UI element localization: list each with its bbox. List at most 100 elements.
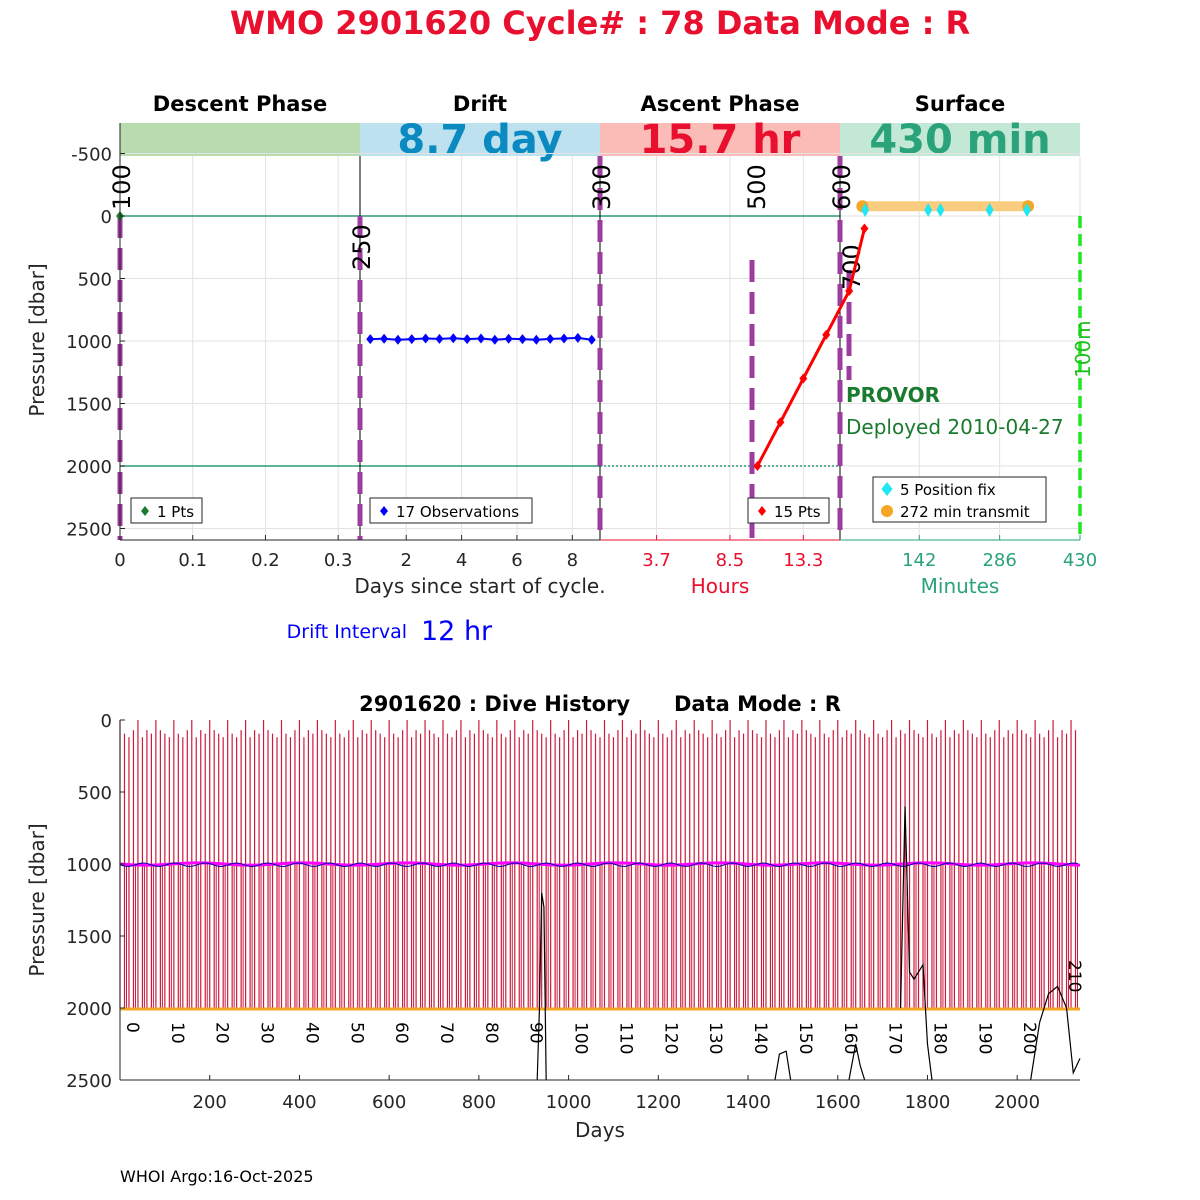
drift-point [518, 334, 527, 345]
drift-point [407, 334, 416, 345]
drift-point [421, 333, 430, 344]
drift-point [463, 334, 472, 345]
drift-interval-value: 12 hr [421, 616, 493, 647]
phase-title: Drift [453, 92, 507, 116]
y-tick-label: 1500 [66, 395, 112, 416]
main-title: WMO 2901620 Cycle# : 78 Data Mode : R [230, 4, 970, 42]
dive-history-cycle-labels: 0 10 20 30 40 50 60 70 80 90 100 110 120 130 140 150 160… [122, 960, 1084, 1054]
drift-point [366, 334, 375, 345]
cycle-label: 160 [840, 1022, 860, 1054]
y-tick-label: 2000 [66, 457, 112, 478]
bathymetry-line [774, 1050, 792, 1081]
y-tick-label: 500 [78, 783, 112, 804]
x-tick-label: 800 [462, 1092, 496, 1113]
cycle-label: 180 [929, 1022, 949, 1054]
x-tick-label: 2 [401, 550, 412, 571]
ascent-xlabel: Hours [691, 574, 750, 598]
ascent-point [776, 417, 785, 428]
cycle-label: 100 [571, 1022, 591, 1054]
y-tick-label: 2500 [66, 520, 112, 541]
cycle-label: 140 [750, 1022, 770, 1054]
park-pressure-line [119, 862, 1078, 867]
cycle-label: 60 [391, 1022, 411, 1044]
position-fix-point [985, 203, 994, 217]
drift-point [504, 333, 513, 344]
legend-descent: 1 Pts [157, 503, 194, 521]
x-tick-label: 0.2 [251, 550, 280, 571]
cycle-label: 80 [481, 1022, 501, 1044]
x-tick-label: 6 [511, 550, 522, 571]
drift-point [546, 333, 555, 344]
event-marker-label: 300 [588, 164, 616, 210]
ascent-point [860, 223, 869, 234]
y-tick-label: 1500 [66, 927, 112, 948]
top-data [116, 200, 1035, 471]
legend-position-fix: 5 Position fix [900, 481, 996, 499]
dive-history-title: 2901620 : Dive History Data Mode : R [359, 692, 841, 716]
legend-marker [141, 506, 149, 516]
cycle-label: 20 [212, 1022, 232, 1044]
drift-point [532, 334, 541, 345]
ascent-point [753, 461, 762, 471]
x-tick-label: 200 [193, 1092, 227, 1113]
surface-xlabel: Minutes [921, 574, 1000, 598]
cycle-label: 0 [122, 1022, 142, 1033]
top-ylabel: Pressure [dbar] [25, 263, 49, 416]
top-legends: 1 Pts 17 Observations 15 Pts 5 Position fix… [130, 476, 1047, 524]
descent-drift-xlabel: Days since start of cycle. [354, 574, 605, 598]
bathymetry-line [899, 806, 933, 1081]
y-tick-label: 2500 [66, 1071, 112, 1092]
drift-point [393, 334, 402, 345]
y-tick-label: 1000 [66, 332, 112, 353]
position-fix-point [1022, 203, 1031, 217]
phase-titles: Descent Phase Drift Ascent Phase Surface [153, 92, 1005, 116]
x-tick-label: 1600 [815, 1092, 861, 1113]
cycle-label: 170 [885, 1022, 905, 1054]
bathymetry-line [1030, 985, 1081, 1081]
phase-band [120, 123, 360, 156]
x-tick-label: 142 [902, 550, 936, 571]
event-marker-label: 500 [743, 164, 771, 210]
x-tick-label: 1400 [725, 1092, 771, 1113]
legend-marker [380, 506, 388, 516]
drift-point [476, 333, 485, 344]
position-fix-point [936, 203, 945, 217]
phase-band [600, 123, 840, 156]
legend-marker [758, 506, 766, 516]
phase-duration: 8.7 day [397, 117, 562, 163]
drift-point [573, 332, 582, 343]
ascent-point [799, 373, 808, 384]
x-tick-label: 600 [372, 1092, 406, 1113]
cycle-label: 110 [615, 1022, 635, 1054]
x-tick-label: 400 [282, 1092, 316, 1113]
legend-box [130, 497, 203, 524]
event-marker-label: 100 [108, 164, 136, 210]
x-tick-label: 3.7 [642, 550, 671, 571]
legend-transmit: 272 min transmit [900, 503, 1030, 521]
cycle-label: 190 [974, 1022, 994, 1054]
cycle-label: 10 [167, 1022, 187, 1044]
cycle-label: 50 [346, 1022, 366, 1044]
x-tick-label: 1000 [546, 1092, 592, 1113]
drift-point [380, 333, 389, 344]
drift-point [560, 333, 569, 344]
drift-point [587, 334, 596, 345]
y-tick-label: -500 [71, 145, 112, 166]
position-fix-point [861, 203, 870, 217]
dive-history-ylabel: Pressure [dbar] [25, 823, 49, 976]
ascent-point [822, 329, 831, 340]
cycle-label: 40 [301, 1022, 321, 1044]
phase-duration: 15.7 hr [640, 117, 801, 163]
x-tick-label: 1800 [905, 1092, 951, 1113]
legend-marker [881, 482, 893, 496]
y-tick-label: 500 [78, 270, 112, 291]
dive-history-lines [119, 806, 1081, 1081]
cycle-label: 120 [660, 1022, 680, 1054]
legend-box [872, 476, 1047, 523]
bathymetry-line [536, 892, 547, 1081]
float-type: PROVOR [846, 383, 940, 407]
event-marker-label: 100m [1071, 320, 1095, 378]
legend-box [369, 497, 533, 524]
